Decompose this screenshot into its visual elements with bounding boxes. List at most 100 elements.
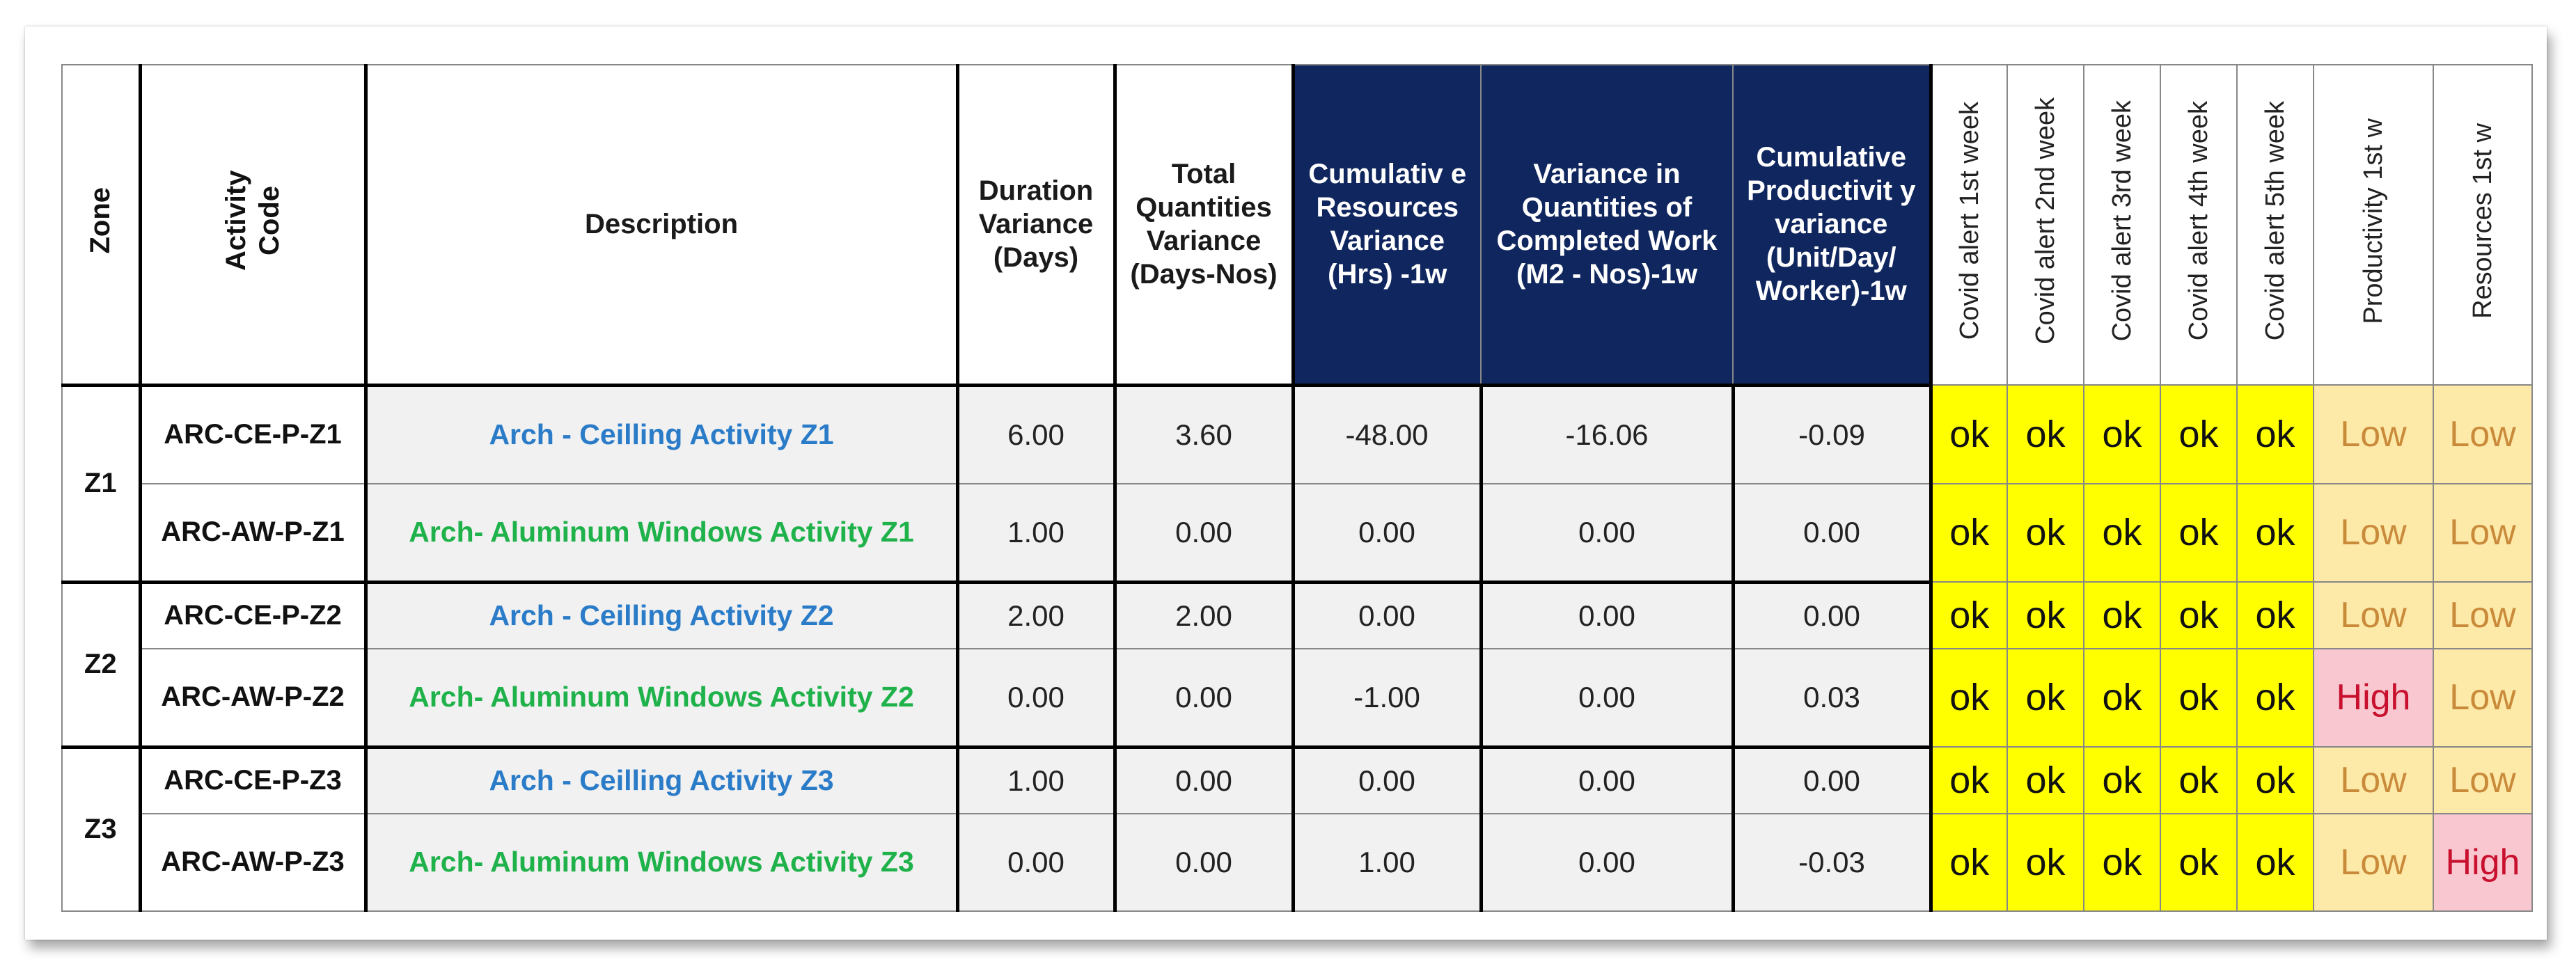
zone-cell: Z1 bbox=[61, 383, 142, 584]
cum-productivity-cell: -0.09 bbox=[1732, 383, 1933, 484]
description-cell: Arch - Ceilling Activity Z3 bbox=[365, 746, 959, 814]
table-row: Z2 ARC-CE-P-Z2 Arch - Ceilling Activity … bbox=[61, 581, 2533, 749]
resources-level-cell: Low bbox=[2433, 647, 2533, 748]
var-qty-cell: 0.00 bbox=[1480, 746, 1735, 814]
resources-level-cell: High bbox=[2433, 812, 2533, 912]
duration-cell: 0.00 bbox=[957, 812, 1117, 912]
description-cell: Arch - Ceilling Activity Z2 bbox=[365, 581, 959, 649]
duration-cell: 2.00 bbox=[957, 581, 1117, 649]
var-qty-cell: 0.00 bbox=[1480, 581, 1735, 649]
cumulative-resources-variance-header: Cumulativ e Resources Variance (Hrs) -1w bbox=[1292, 64, 1482, 386]
covid-alert-cell: ok bbox=[2160, 482, 2238, 583]
activity-code-cell: ARC-AW-P-Z3 bbox=[139, 812, 368, 912]
total-quantities-variance-header: Total Quantities Variance (Days-Nos) bbox=[1114, 64, 1295, 386]
resources-level-cell: Low bbox=[2433, 746, 2533, 814]
var-qty-cell: 0.00 bbox=[1480, 647, 1735, 749]
activity-code-cell: ARC-CE-P-Z1 bbox=[139, 383, 368, 484]
covid-alert-cell: ok bbox=[2006, 482, 2084, 583]
covid-alert-cell: ok bbox=[1930, 647, 2008, 748]
covid-alert-cell: ok bbox=[2083, 581, 2161, 649]
spreadsheet-table-card: Zone Activity Code Description Duration … bbox=[25, 26, 2547, 940]
activity-code-cell: ARC-CE-P-Z2 bbox=[139, 581, 368, 649]
cum-resources-cell: 1.00 bbox=[1292, 812, 1483, 912]
covid-alert-cell: ok bbox=[2236, 647, 2314, 748]
activity-variance-table: Zone Activity Code Description Duration … bbox=[61, 64, 2533, 912]
productivity-level-cell: Low bbox=[2313, 482, 2434, 583]
covid-alert-cell: ok bbox=[2006, 746, 2084, 814]
covid-alert-cell: ok bbox=[2083, 647, 2161, 748]
var-qty-cell: 0.00 bbox=[1480, 812, 1735, 912]
activity-code-cell: ARC-AW-P-Z2 bbox=[139, 647, 368, 749]
resources-level-cell: Low bbox=[2433, 384, 2533, 484]
cum-resources-cell: 0.00 bbox=[1292, 581, 1483, 649]
table-row: ARC-AW-P-Z1 Arch- Aluminum Windows Activ… bbox=[62, 482, 2533, 584]
activity-code-cell: ARC-CE-P-Z3 bbox=[139, 746, 368, 814]
total-qty-cell: 0.00 bbox=[1114, 647, 1295, 749]
covid-alert-cell: ok bbox=[2006, 812, 2084, 912]
description-cell: Arch- Aluminum Windows Activity Z2 bbox=[365, 647, 959, 749]
duration-cell: 1.00 bbox=[957, 746, 1117, 814]
covid-alert-cell: ok bbox=[2236, 482, 2314, 583]
table-row: ARC-AW-P-Z2 Arch- Aluminum Windows Activ… bbox=[62, 647, 2533, 749]
productivity-1w-header: Productivity 1st w bbox=[2313, 64, 2434, 386]
cum-productivity-cell: 0.03 bbox=[1732, 647, 1933, 749]
covid-alert-cell: ok bbox=[2236, 746, 2314, 814]
resources-level-cell: Low bbox=[2433, 482, 2533, 583]
description-cell: Arch- Aluminum Windows Activity Z1 bbox=[365, 482, 959, 584]
duration-variance-header: Duration Variance (Days) bbox=[957, 64, 1117, 386]
duration-cell: 0.00 bbox=[957, 647, 1117, 749]
cum-productivity-cell: 0.00 bbox=[1732, 581, 1933, 649]
covid-alert-cell: ok bbox=[2006, 647, 2084, 748]
zone-header: Zone bbox=[61, 64, 142, 386]
variance-quantities-completed-header: Variance in Quantities of Completed Work… bbox=[1480, 64, 1734, 386]
cum-resources-cell: -1.00 bbox=[1292, 647, 1483, 749]
covid-alert-cell: ok bbox=[2160, 384, 2238, 484]
duration-cell: 6.00 bbox=[957, 383, 1117, 484]
var-qty-cell: 0.00 bbox=[1480, 482, 1735, 584]
covid-alert-5-header: Covid alert 5th week bbox=[2236, 64, 2314, 386]
cumulative-productivity-variance-header: Cumulative Productivit y variance (Unit/… bbox=[1732, 64, 1933, 386]
covid-alert-cell: ok bbox=[2006, 384, 2084, 484]
table-row: Z1 ARC-CE-P-Z1 Arch - Ceilling Activity … bbox=[61, 383, 2533, 584]
covid-alert-cell: ok bbox=[2083, 812, 2161, 912]
covid-alert-cell: ok bbox=[2160, 581, 2238, 649]
duration-cell: 1.00 bbox=[957, 482, 1117, 584]
description-cell: Arch - Ceilling Activity Z1 bbox=[365, 383, 959, 484]
resources-level-cell: Low bbox=[2433, 581, 2533, 649]
productivity-level-cell: High bbox=[2313, 647, 2434, 748]
table-row: Z3 ARC-CE-P-Z3 Arch - Ceilling Activity … bbox=[61, 746, 2533, 912]
covid-alert-4-header: Covid alert 4th week bbox=[2160, 64, 2238, 386]
covid-alert-cell: ok bbox=[1930, 746, 2008, 814]
table-row: ARC-AW-P-Z3 Arch- Aluminum Windows Activ… bbox=[62, 812, 2533, 912]
header-row: Zone Activity Code Description Duration … bbox=[61, 64, 2533, 386]
covid-alert-2-header: Covid alert 2nd week bbox=[2006, 64, 2084, 386]
covid-alert-cell: ok bbox=[1930, 581, 2008, 649]
covid-alert-cell: ok bbox=[2160, 812, 2238, 912]
cum-productivity-cell: -0.03 bbox=[1732, 812, 1933, 912]
total-qty-cell: 3.60 bbox=[1114, 383, 1295, 484]
covid-alert-3-header: Covid alert 3rd week bbox=[2083, 64, 2161, 386]
var-qty-cell: -16.06 bbox=[1480, 383, 1735, 484]
productivity-level-cell: Low bbox=[2313, 581, 2434, 649]
cum-resources-cell: 0.00 bbox=[1292, 746, 1483, 814]
zone-cell: Z2 bbox=[61, 581, 142, 749]
covid-alert-cell: ok bbox=[2083, 384, 2161, 484]
description-cell: Arch- Aluminum Windows Activity Z3 bbox=[365, 812, 959, 912]
productivity-level-cell: Low bbox=[2313, 812, 2434, 912]
covid-alert-1-header: Covid alert 1st week bbox=[1930, 64, 2008, 386]
activity-code-cell: ARC-AW-P-Z1 bbox=[139, 482, 368, 584]
covid-alert-cell: ok bbox=[1930, 384, 2008, 484]
total-qty-cell: 2.00 bbox=[1114, 581, 1295, 649]
description-header: Description bbox=[365, 64, 959, 386]
covid-alert-cell: ok bbox=[1930, 812, 2008, 912]
covid-alert-cell: ok bbox=[2006, 581, 2084, 649]
covid-alert-cell: ok bbox=[2160, 746, 2238, 814]
cum-resources-cell: -48.00 bbox=[1292, 383, 1483, 484]
covid-alert-cell: ok bbox=[2083, 482, 2161, 583]
productivity-level-cell: Low bbox=[2313, 746, 2434, 814]
covid-alert-cell: ok bbox=[2083, 746, 2161, 814]
cum-resources-cell: 0.00 bbox=[1292, 482, 1483, 584]
cum-productivity-cell: 0.00 bbox=[1732, 746, 1933, 814]
covid-alert-cell: ok bbox=[1930, 482, 2008, 583]
covid-alert-cell: ok bbox=[2236, 384, 2314, 484]
